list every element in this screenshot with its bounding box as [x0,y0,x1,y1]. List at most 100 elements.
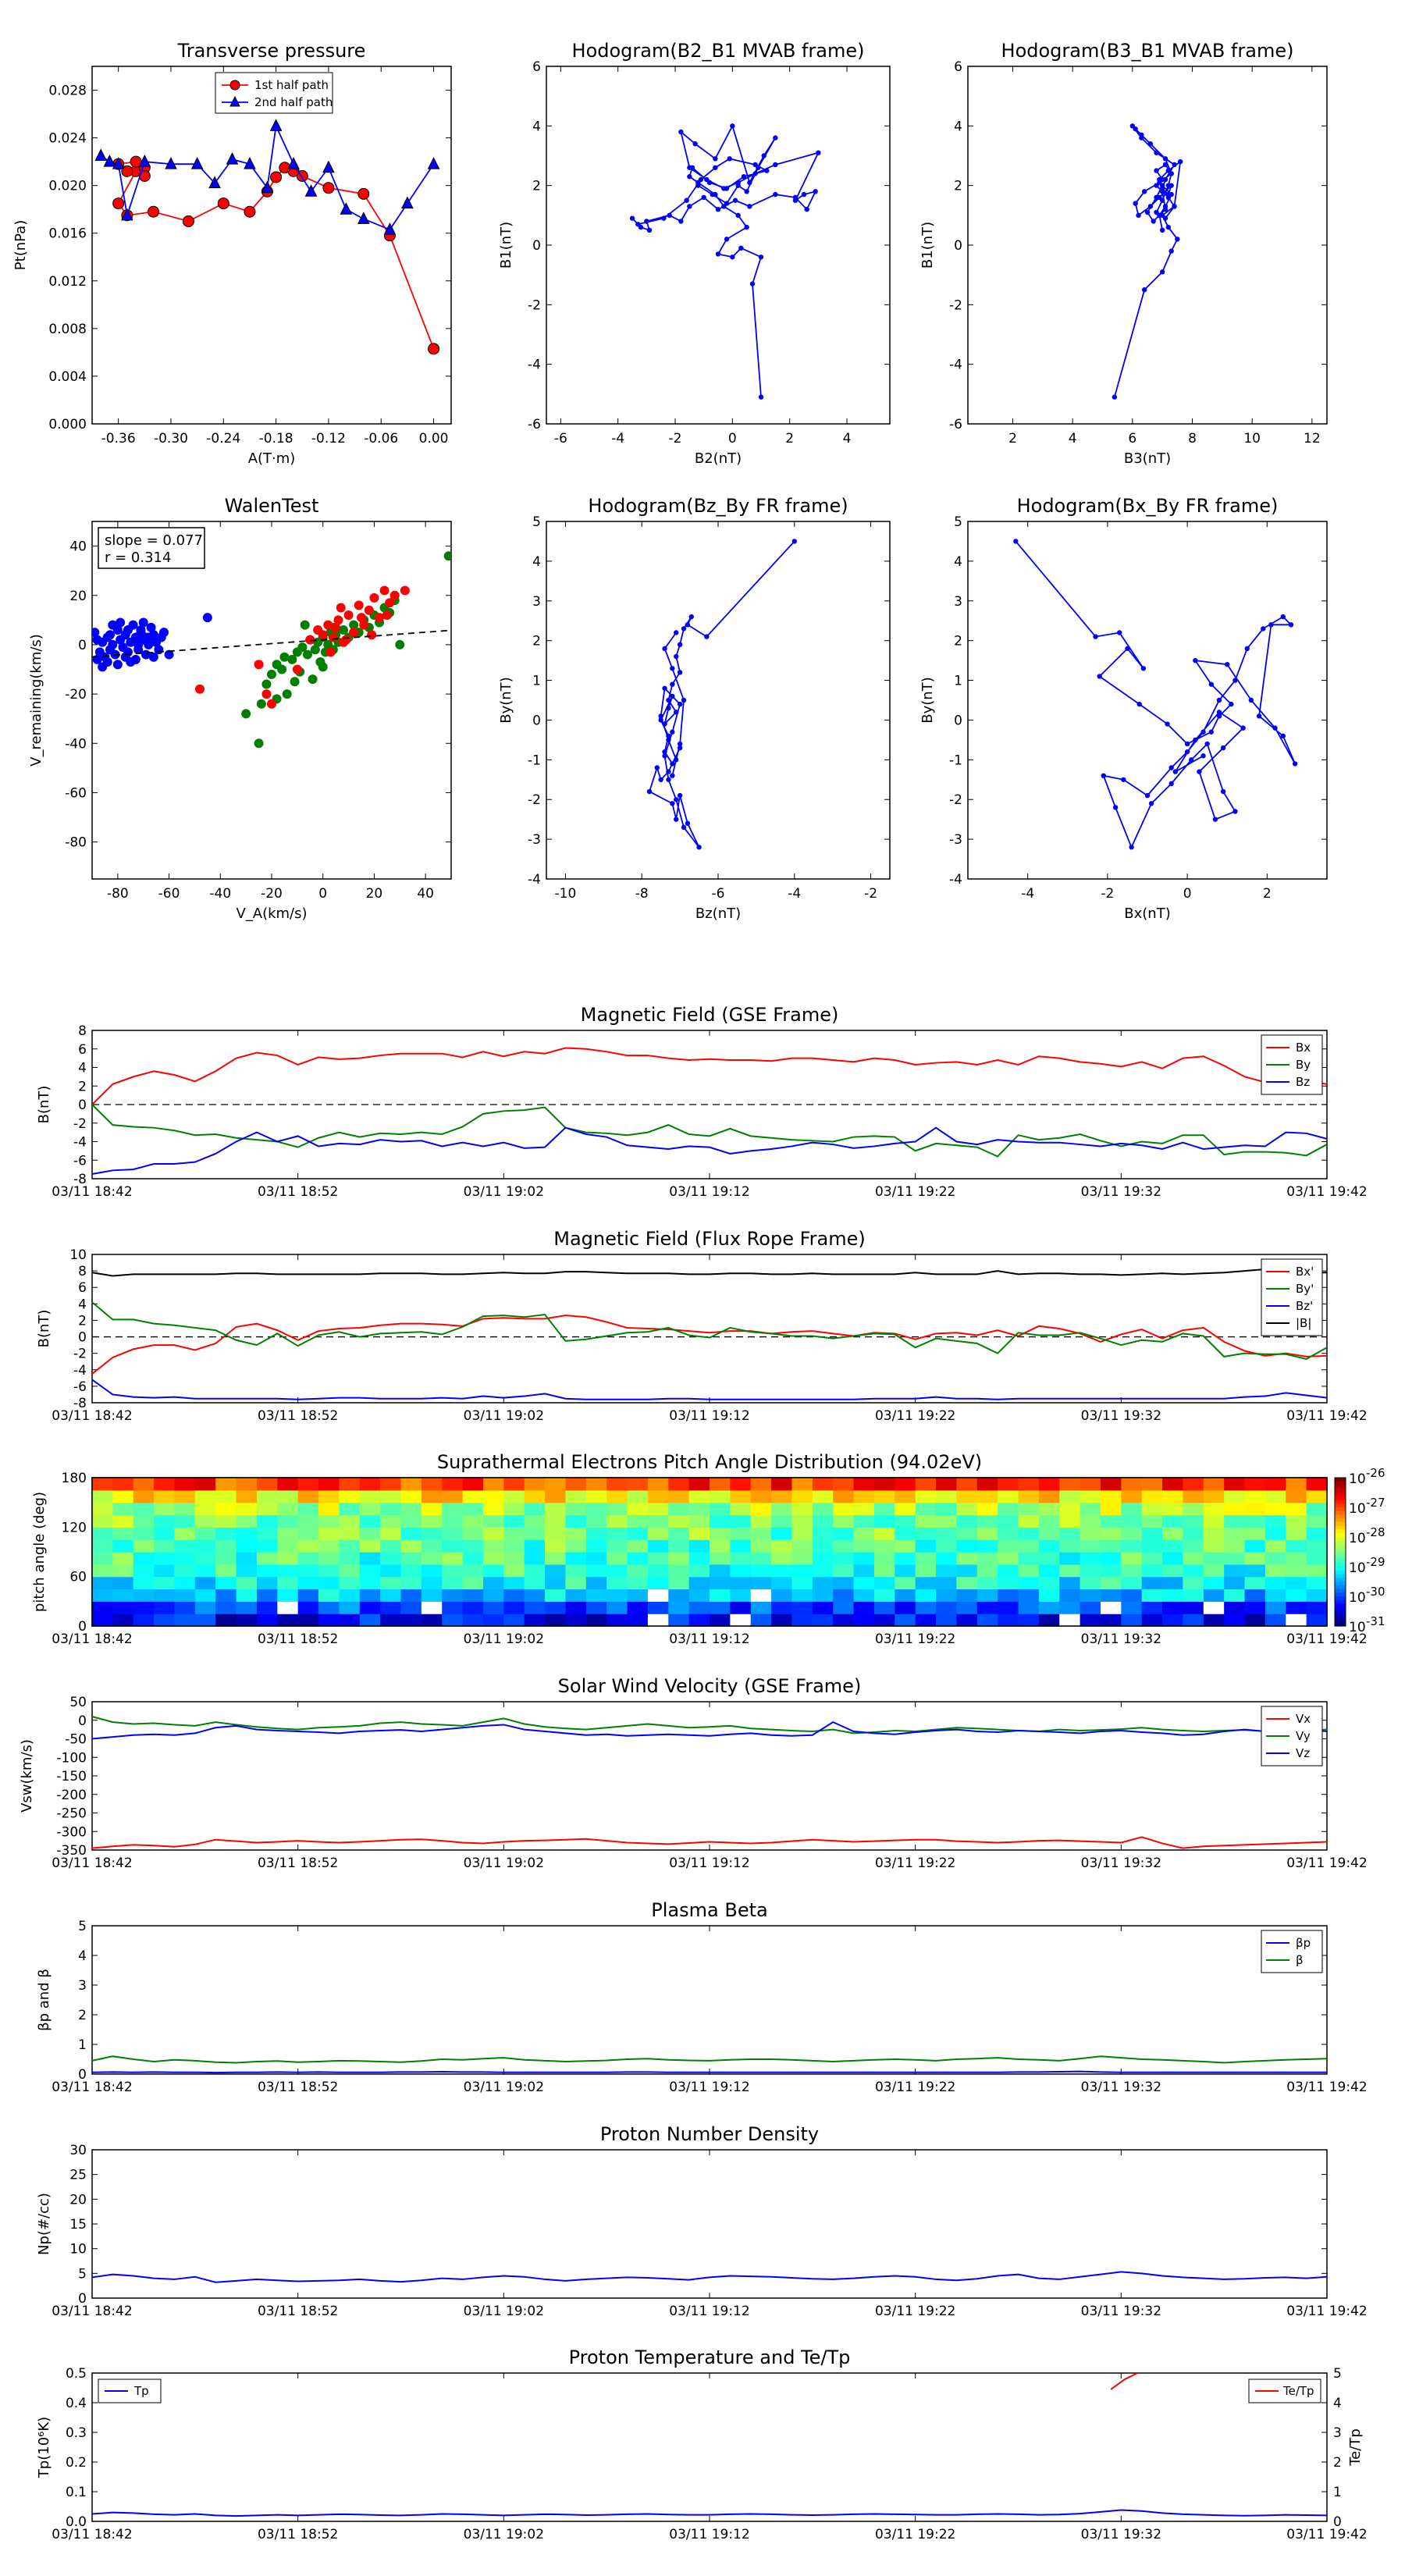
y-tick-label: 0.4 [66,2396,87,2411]
heatmap-cell [297,1552,319,1565]
heatmap-cell [1183,1539,1204,1553]
heatmap-cell [1059,1514,1081,1528]
heatmap-cell [174,1489,196,1503]
series-line-Bz' [92,1379,1327,1400]
legend-label: Tp [133,2384,149,2398]
y-tick-label: -2 [528,792,541,808]
heatmap-cell [277,1552,299,1565]
y-tick-label: 0 [532,238,541,254]
heatmap-cell [380,1614,402,1627]
data-point [644,219,649,224]
heatmap-cell [730,1527,752,1540]
colorbar-label: 10 [1349,1590,1366,1606]
y-tick-label: 40 [69,539,87,555]
heatmap-cell [606,1502,628,1516]
heatmap-cell [627,1489,649,1503]
y-tick-label: -3 [949,832,962,848]
heatmap-cell [133,1527,155,1540]
data-point [662,721,667,727]
data-point [687,174,692,180]
scatter-point-blue [146,622,156,632]
heatmap-cell [895,1539,916,1553]
x-tick-label: 03/11 19:02 [464,2080,544,2095]
heatmap-cell [1224,1601,1246,1614]
x-tick-label: -0.06 [364,431,398,447]
heatmap-cell [750,1614,772,1627]
heatmap-cell [647,1552,669,1565]
data-point [1129,845,1134,850]
heatmap-cell [791,1601,813,1614]
data-point [715,251,721,257]
y-tick-label: 1 [532,674,541,689]
heatmap-cell [524,1489,546,1503]
heatmap-cell [133,1614,155,1627]
heatmap-cell [545,1514,567,1528]
legend-label: 2nd half path [254,95,333,109]
heatmap-cell [236,1614,258,1627]
heatmap-cell [750,1502,772,1516]
heatmap-cell [92,1539,113,1553]
heatmap-cell [421,1514,443,1528]
heatmap-cell [853,1527,875,1540]
legend: Bx' By' Bz' |B| [1261,1258,1323,1336]
heatmap-cell [710,1527,731,1540]
data-point [662,753,667,759]
heatmap-cell [1100,1614,1122,1627]
heatmap-cell [730,1576,752,1590]
heatmap-cell [791,1489,813,1503]
data-point [1168,781,1174,787]
data-point [747,204,752,209]
heatmap-cell [1306,1527,1328,1540]
heatmap-cell [1264,1614,1286,1627]
heatmap-cell [421,1589,443,1602]
heatmap-cell [1264,1539,1286,1553]
heatmap-cell [462,1502,484,1516]
scatter-point-red [328,632,338,642]
data-point [732,197,738,203]
series-line-By' [92,1301,1327,1361]
heatmap-cell [421,1539,443,1553]
data-point [756,165,761,170]
y-tick-label: -250 [56,1806,87,1822]
heatmap-cell [976,1552,998,1565]
heatmap-cell [256,1514,278,1528]
colorbar-segment [1335,1514,1346,1519]
heatmap-cell [297,1489,319,1503]
heatmap-cell [215,1576,237,1590]
heatmap-cell [524,1564,546,1578]
y-tick-label: -4 [73,1135,87,1151]
heatmap-cell [976,1527,998,1540]
heatmap-cell [442,1527,464,1540]
x-axis-label: B2(nT) [695,450,742,467]
x-tick-label: 0 [318,886,327,902]
heatmap-cell [112,1564,134,1578]
heatmap-cell [668,1489,690,1503]
heatmap-cell [873,1502,895,1516]
scatter-point-red [349,628,359,638]
heatmap-cell [585,1502,607,1516]
panel-12: Proton Temperature and Te/Tp 0.0 0.1 0.2 0.3… [36,2347,1368,2542]
data-point [695,183,701,188]
heatmap-cell [833,1527,855,1540]
heatmap-cell [133,1564,155,1578]
data-point [357,187,370,200]
heatmap-cell [627,1576,649,1590]
heatmap-cell [1306,1552,1328,1565]
scatter-point-blue [148,652,158,662]
y2-tick-label: 5 [1333,2366,1342,2382]
heatmap-cell [380,1502,402,1516]
heatmap-cell [1224,1576,1246,1590]
heatmap-cell [1018,1576,1040,1590]
scatter-point-red [379,585,389,596]
heatmap-cell [998,1502,1019,1516]
heatmap-cell [1018,1502,1040,1516]
data-point [804,207,809,212]
y-tick-label: -2 [949,792,962,808]
heatmap-cell [1018,1589,1040,1602]
data-point [1133,201,1138,206]
heatmap-cell [688,1502,710,1516]
heatmap-cell [194,1478,216,1491]
heatmap-cell [462,1576,484,1590]
colorbar-exponent: -27 [1366,1496,1385,1510]
